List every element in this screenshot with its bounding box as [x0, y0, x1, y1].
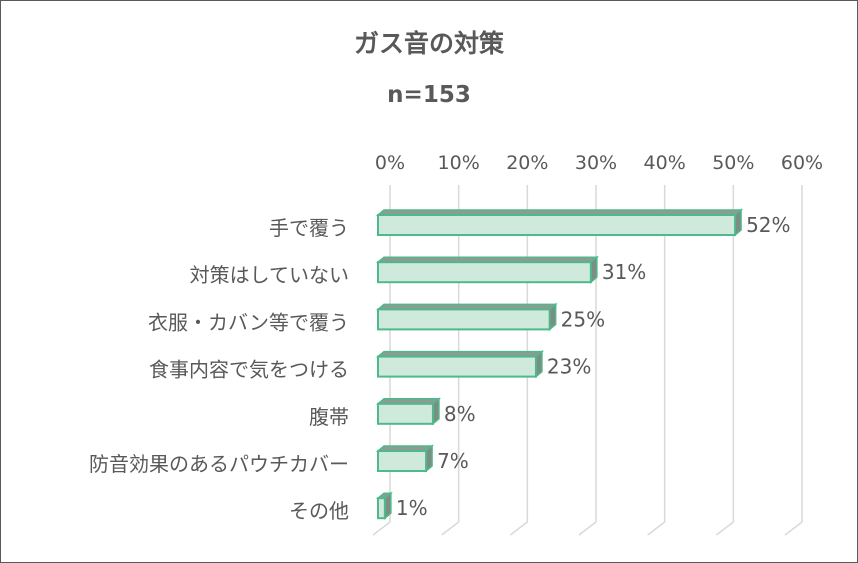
category-label: 手で覆う: [269, 216, 349, 240]
data-label: 8%: [444, 402, 476, 426]
gridline: [372, 185, 391, 536]
chart-subtitle: n=153: [387, 82, 471, 108]
category-label: 対策はしていない: [190, 263, 349, 287]
x-tick-label: 60%: [781, 152, 823, 174]
category-label: その他: [289, 499, 349, 523]
bar: [377, 261, 592, 284]
gridline: [647, 185, 666, 536]
gridline: [784, 185, 803, 536]
bar: [377, 308, 551, 331]
x-tick-label: 0%: [375, 152, 405, 174]
gridline: [715, 185, 735, 536]
x-tick-label: 50%: [712, 152, 754, 174]
x-tick-label: 10%: [438, 152, 480, 174]
category-label: 食事内容で気をつける: [149, 358, 349, 382]
category-label: 衣服・カバン等で覆う: [148, 310, 349, 334]
bar: [377, 214, 737, 236]
data-label: 52%: [746, 213, 790, 237]
x-tick-label: 20%: [506, 152, 548, 174]
bar: [377, 450, 428, 472]
bar: [377, 355, 537, 378]
x-tick-label: 40%: [644, 152, 686, 174]
data-label: 1%: [396, 496, 428, 520]
data-label: 25%: [561, 307, 605, 331]
gridline: [578, 185, 597, 536]
data-label: 31%: [602, 260, 646, 284]
x-tick-label: 30%: [575, 152, 617, 174]
bar: [377, 402, 434, 425]
bar: [377, 497, 386, 520]
gridline: [509, 185, 529, 536]
gridline: [441, 185, 460, 536]
category-label: 腹帯: [309, 405, 349, 429]
data-label: 7%: [437, 449, 469, 473]
category-label: 防音効果のあるパウチカバー: [89, 452, 349, 476]
data-label: 23%: [547, 355, 591, 379]
chart-title: ガス音の対策: [353, 29, 504, 58]
